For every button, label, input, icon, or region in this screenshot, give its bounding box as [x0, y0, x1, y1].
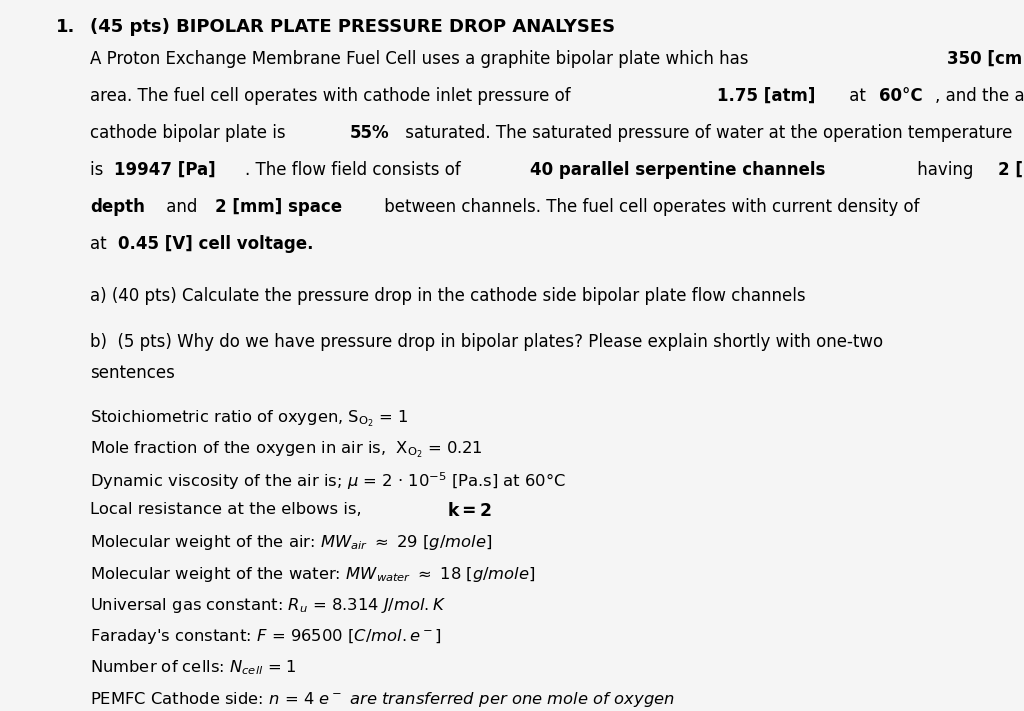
Text: Molecular weight of the air: $\mathit{MW}$$_\mathit{air}$ $\approx$ 29 $[g/mole]: Molecular weight of the air: $\mathit{MW…: [90, 533, 493, 552]
Text: 60°C: 60°C: [879, 87, 923, 105]
Text: Stoichiometric ratio of oxygen, $\mathrm{S_{O_2}}$ = 1: Stoichiometric ratio of oxygen, $\mathrm…: [90, 408, 409, 429]
Text: sentences: sentences: [90, 364, 175, 382]
Text: Dynamic viscosity of the air is; $\mu$ = 2 $\cdot$ 10$^{-5}$ [Pa.s] at 60°C: Dynamic viscosity of the air is; $\mu$ =…: [90, 471, 566, 493]
Text: having: having: [911, 161, 978, 178]
Text: , and the air provided to: , and the air provided to: [935, 87, 1024, 105]
Text: at: at: [90, 235, 112, 252]
Text: 2 [mm] width, 2 [mm]: 2 [mm] width, 2 [mm]: [997, 161, 1024, 178]
Text: Universal gas constant: $R_u$ = 8.314 $J/mol. K$: Universal gas constant: $R_u$ = 8.314 $J…: [90, 596, 446, 615]
Text: b)  (5 pts) Why do we have pressure drop in bipolar plates? Please explain short: b) (5 pts) Why do we have pressure drop …: [90, 333, 884, 351]
Text: Number of cells: $N_{cell}$ = 1: Number of cells: $N_{cell}$ = 1: [90, 658, 297, 677]
Text: 2 [mm] space: 2 [mm] space: [215, 198, 342, 215]
Text: 1.: 1.: [56, 18, 76, 36]
Text: 0.45 [V] cell voltage.: 0.45 [V] cell voltage.: [119, 235, 313, 252]
Text: 350 [cm: 350 [cm: [946, 50, 1022, 68]
Text: 1.75 [atm]: 1.75 [atm]: [717, 87, 815, 105]
Text: 55%: 55%: [349, 124, 389, 141]
Text: (45 pts) BIPOLAR PLATE PRESSURE DROP ANALYSES: (45 pts) BIPOLAR PLATE PRESSURE DROP ANA…: [90, 18, 615, 36]
Text: at: at: [844, 87, 871, 105]
Text: PEMFC Cathode side: $n$ = 4 $e^-$ $\mathit{are\ transferred\ per\ one\ mole\ of\: PEMFC Cathode side: $n$ = 4 $e^-$ $\math…: [90, 690, 675, 709]
Text: $\mathbf{k = 2}$: $\mathbf{k = 2}$: [447, 502, 493, 520]
Text: Local resistance at the elbows is,: Local resistance at the elbows is,: [90, 502, 367, 517]
Text: depth: depth: [90, 198, 145, 215]
Text: cathode bipolar plate is: cathode bipolar plate is: [90, 124, 291, 141]
Text: Faraday's constant: $F$ = 96500 $[C/mol. e^-]$: Faraday's constant: $F$ = 96500 $[C/mol.…: [90, 627, 442, 646]
Text: and: and: [161, 198, 203, 215]
Text: Molecular weight of the water: $\mathit{MW}$$_\mathit{water}$ $\approx$ 18 $[g/m: Molecular weight of the water: $\mathit{…: [90, 565, 536, 584]
Text: A Proton Exchange Membrane Fuel Cell uses a graphite bipolar plate which has: A Proton Exchange Membrane Fuel Cell use…: [90, 50, 754, 68]
Text: between channels. The fuel cell operates with current density of: between channels. The fuel cell operates…: [379, 198, 925, 215]
Text: Mole fraction of the oxygen in air is,  $\mathrm{X_{O_2}}$ = 0.21: Mole fraction of the oxygen in air is, $…: [90, 439, 482, 460]
Text: area. The fuel cell operates with cathode inlet pressure of: area. The fuel cell operates with cathod…: [90, 87, 575, 105]
Text: a) (40 pts) Calculate the pressure drop in the cathode side bipolar plate flow c: a) (40 pts) Calculate the pressure drop …: [90, 287, 806, 305]
Text: saturated. The saturated pressure of water at the operation temperature: saturated. The saturated pressure of wat…: [400, 124, 1013, 141]
Text: 40 parallel serpentine channels: 40 parallel serpentine channels: [530, 161, 825, 178]
Text: 19947 [Pa]: 19947 [Pa]: [114, 161, 216, 178]
Text: is: is: [90, 161, 109, 178]
Text: . The flow field consists of: . The flow field consists of: [246, 161, 466, 178]
